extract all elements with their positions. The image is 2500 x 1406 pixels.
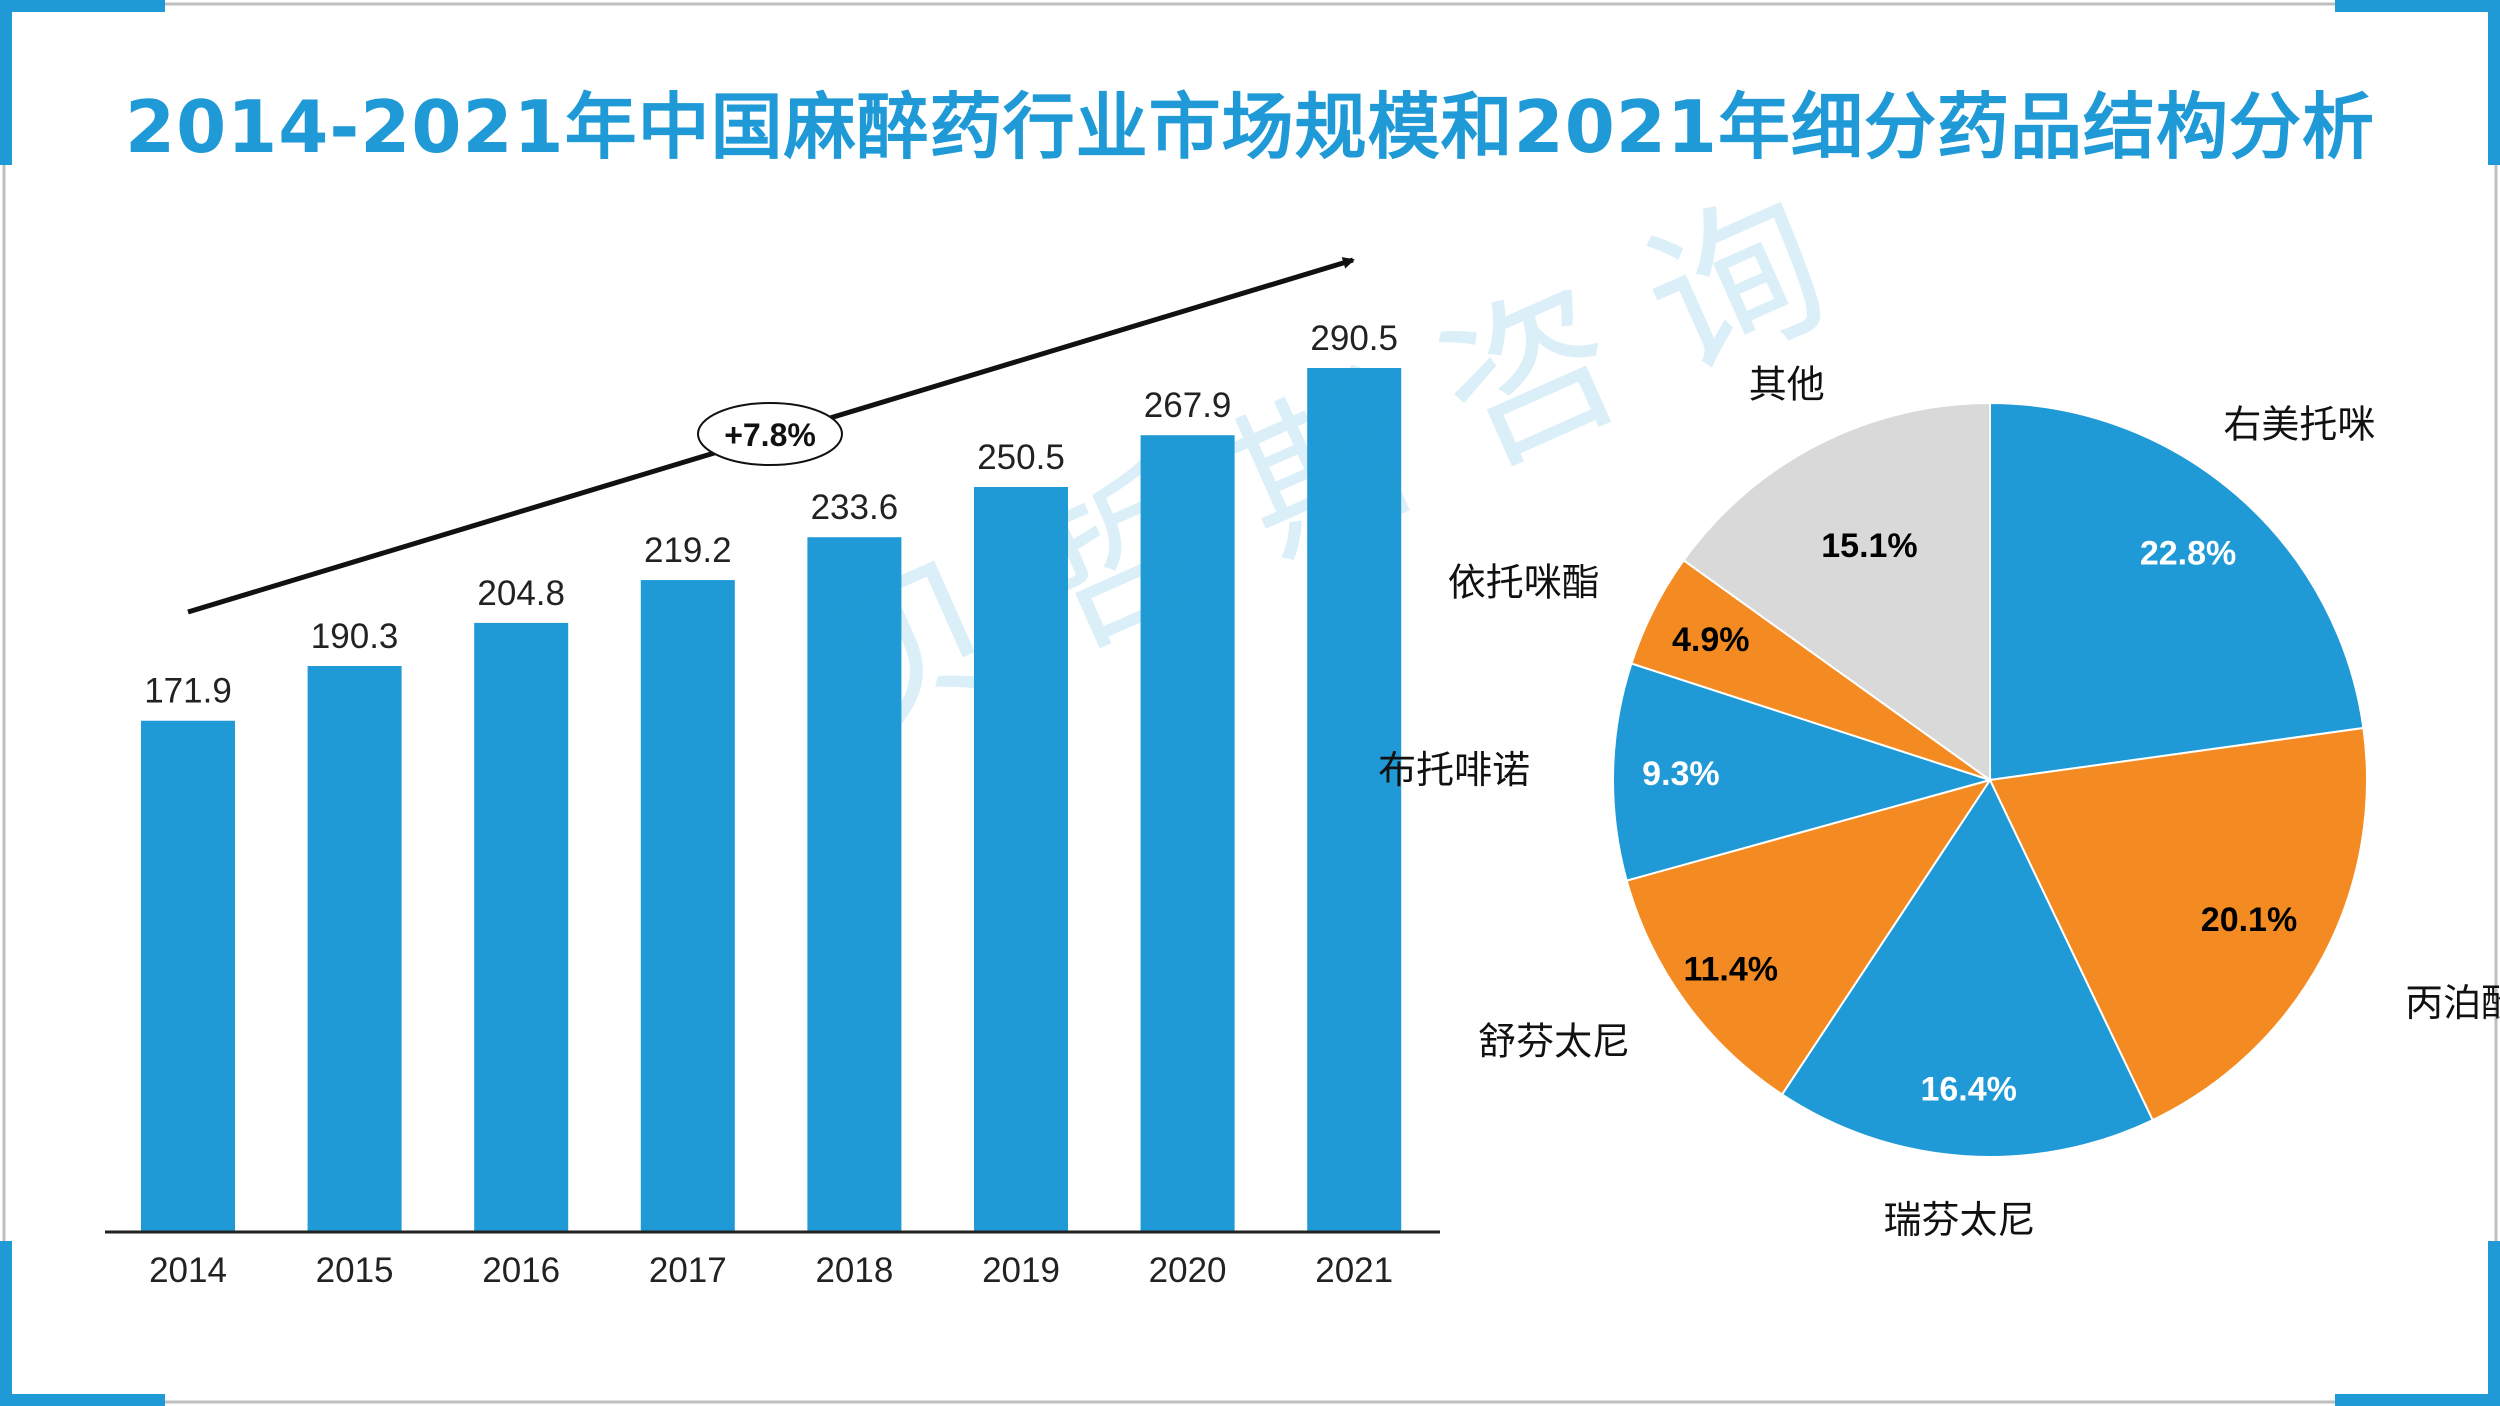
pie-category-label: 舒芬太尼 [1478, 1019, 1630, 1063]
x-tick-label: 2015 [316, 1251, 394, 1290]
cagr-label: +7.8% [724, 417, 816, 453]
pie-slice-7 [1682, 401, 1991, 782]
bar-2020 [1140, 435, 1235, 1232]
pie-value-label: 15.1% [1821, 527, 1917, 565]
bar-value-label: 204.8 [477, 574, 565, 613]
pie-slice-3 [1780, 777, 2154, 1158]
pie-category-label: 右美托咪 [2223, 403, 2375, 447]
pie-value-label: 9.3% [1642, 755, 1720, 793]
pie-slice-1 [1989, 401, 2365, 782]
x-tick-label: 2014 [149, 1251, 227, 1290]
pie-category-label: 瑞芬太尼 [1884, 1198, 2036, 1242]
pie-value-label: 20.1% [2201, 901, 2297, 939]
x-tick-label: 2020 [1149, 1251, 1227, 1290]
bar-2021 [1307, 368, 1402, 1232]
pie-slice-5 [1612, 662, 1994, 882]
bar-value-label: 290.5 [1310, 319, 1398, 358]
x-tick-label: 2018 [815, 1251, 893, 1290]
bar-value-label: 233.6 [811, 488, 899, 527]
pie-category-label: 丙泊酚 [2405, 981, 2500, 1025]
pie-value-label: 16.4% [1920, 1070, 2016, 1108]
bar-value-label: 267.9 [1144, 386, 1232, 425]
pie-value-label: 22.8% [2140, 535, 2236, 573]
x-tick-label: 2017 [649, 1251, 727, 1290]
x-tick-label: 2021 [1315, 1251, 1393, 1290]
pie-category-label: 依托咪酯 [1448, 561, 1600, 605]
pie-slice-2 [1988, 726, 2368, 1122]
bar-value-label: 250.5 [977, 438, 1065, 477]
x-tick-label: 2019 [982, 1251, 1060, 1290]
bar-value-label: 219.2 [644, 531, 732, 570]
pie-value-label: 4.9% [1672, 621, 1750, 659]
bar-2014 [141, 720, 235, 1232]
pie-category-label: 布托啡诺 [1378, 748, 1530, 792]
pie-chart: 22.8% 右美托咪 20.1% 丙泊酚 16.4% 瑞芬太尼 11.4% 舒芬太尼 9.3% 布… [1378, 362, 2500, 1242]
x-tick-label: 2016 [482, 1251, 560, 1290]
bar-2016 [474, 622, 569, 1232]
pie-value-label: 11.4% [1683, 950, 1778, 988]
bar-value-label: 171.9 [144, 672, 232, 711]
bar-value-label: 190.3 [311, 617, 399, 656]
cagr-badge [697, 402, 843, 466]
bar-chart: +7.8% 171.9 2014 190.3 2015 204.8 2016 219.2 20… [105, 257, 1440, 1290]
pie-slice-4 [1625, 778, 1993, 1096]
bar-2017 [640, 580, 735, 1232]
page-title: 2014-2021年中国麻醉药行业市场规模和2021年细分药品结构分析 [124, 85, 2376, 169]
pie-category-label: 其他 [1749, 362, 1825, 406]
bar-2018 [807, 537, 902, 1232]
bar-series: 171.9 2014 190.3 2015 204.8 2016 219.2 2017 233.… [141, 319, 1402, 1290]
bar-2015 [307, 666, 402, 1232]
bar-2019 [974, 486, 1068, 1232]
